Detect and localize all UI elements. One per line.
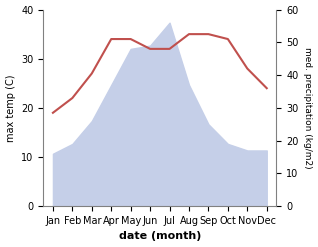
X-axis label: date (month): date (month) (119, 231, 201, 242)
Y-axis label: max temp (C): max temp (C) (5, 74, 16, 142)
Y-axis label: med. precipitation (kg/m2): med. precipitation (kg/m2) (303, 47, 313, 169)
